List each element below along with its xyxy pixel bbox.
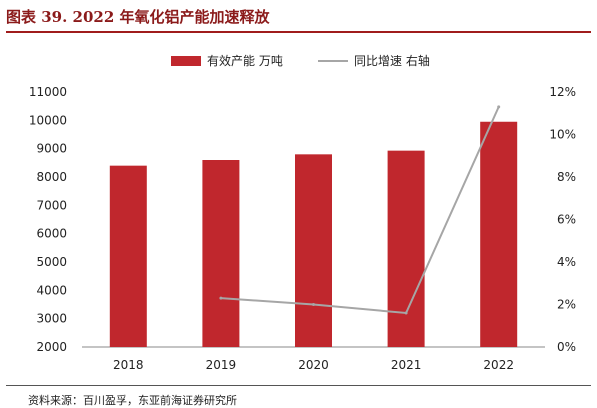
x-tick-label: 2018 bbox=[113, 358, 144, 372]
y2-tick-label: 2% bbox=[557, 298, 576, 312]
x-tick-label: 2020 bbox=[298, 358, 329, 372]
growth-point-2019 bbox=[219, 296, 223, 300]
y-tick-label: 4000 bbox=[36, 283, 67, 297]
y2-tick-label: 10% bbox=[549, 128, 576, 142]
y-tick-label: 2000 bbox=[36, 340, 67, 354]
growth-point-2021 bbox=[404, 311, 408, 315]
line-series bbox=[219, 105, 501, 315]
y-tick-label: 7000 bbox=[36, 198, 67, 212]
y2-tick-label: 8% bbox=[557, 170, 576, 184]
growth-point-2020 bbox=[312, 303, 315, 306]
x-tick-label: 2019 bbox=[206, 358, 237, 372]
y-tick-label: 11000 bbox=[29, 85, 67, 99]
y-axis-left: 2000 3000 4000 5000 6000 7000 8000 9000 10000 110… bbox=[29, 85, 67, 354]
y-tick-label: 9000 bbox=[36, 142, 67, 156]
y-tick-label: 6000 bbox=[36, 227, 67, 241]
y-tick-label: 10000 bbox=[29, 113, 67, 127]
legend-swatch-bar bbox=[171, 56, 201, 66]
bar-2020 bbox=[295, 154, 332, 347]
legend-label-bar: 有效产能 万吨 bbox=[207, 53, 283, 68]
x-tick-label: 2021 bbox=[391, 358, 422, 372]
source-note: 资料来源：百川盈孚，东亚前海证券研究所 bbox=[28, 394, 237, 407]
y2-tick-label: 0% bbox=[557, 340, 576, 354]
y-tick-label: 5000 bbox=[36, 255, 67, 269]
bar-2018 bbox=[109, 165, 147, 347]
legend-label-line: 同比增速 右轴 bbox=[354, 53, 430, 68]
bar-series bbox=[109, 121, 518, 347]
chart-title: 图表 39. 2022 年氧化铝产能加速释放 bbox=[6, 8, 270, 26]
y2-tick-label: 6% bbox=[557, 213, 576, 227]
legend: 有效产能 万吨 同比增速 右轴 bbox=[171, 53, 430, 68]
x-axis: 2018 2019 2020 2021 2022 bbox=[113, 358, 514, 372]
bar-2019 bbox=[202, 160, 240, 347]
y2-tick-label: 12% bbox=[549, 85, 576, 99]
y-axis-right: 0% 2% 4% 6% 8% 10% 12% bbox=[549, 85, 576, 354]
y2-tick-label: 4% bbox=[557, 255, 576, 269]
bar-2021 bbox=[387, 150, 425, 347]
growth-line bbox=[220, 106, 500, 315]
y-tick-label: 8000 bbox=[36, 170, 67, 184]
x-tick-label: 2022 bbox=[483, 358, 514, 372]
bar-2022 bbox=[480, 121, 518, 347]
y-tick-label: 3000 bbox=[36, 312, 67, 326]
growth-point-2022 bbox=[497, 105, 501, 109]
title-underline bbox=[6, 31, 591, 33]
source-divider bbox=[6, 385, 591, 386]
